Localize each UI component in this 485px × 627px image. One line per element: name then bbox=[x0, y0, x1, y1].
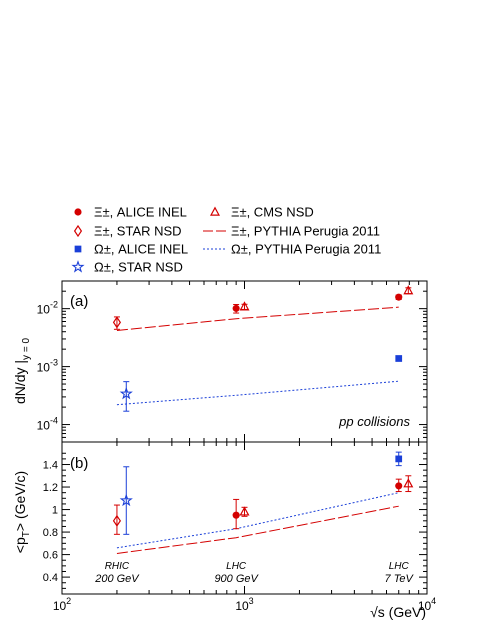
legend-swatch-4 bbox=[74, 245, 82, 253]
energy-label-0-line1: RHIC bbox=[105, 561, 130, 572]
x-tick-label-2: 104 bbox=[418, 596, 436, 613]
panel-a-point-1-0 bbox=[112, 316, 122, 329]
panel-a-point-4-1 bbox=[403, 285, 414, 295]
legend-label-5: Ω±, PYTHIA Perugia 2011 bbox=[231, 242, 381, 257]
panel-a-ytick-label-0: 10-4 bbox=[37, 416, 58, 433]
x-tick-label-1: 103 bbox=[235, 596, 253, 613]
panel-a-ylabel: dN/dy |y = 0 bbox=[12, 338, 32, 405]
energy-label-1-line1: LHC bbox=[226, 561, 247, 572]
panel-a-ylabel-sub: y = 0 bbox=[21, 338, 32, 360]
panel-a-multiplicity: 10-4 10-3 10-2 (a) pp collisions dN/dy |y … bbox=[12, 280, 428, 443]
panel-b-ytick-label-5: 1.4 bbox=[43, 460, 58, 472]
legend-label-6: Ω±, STAR NSD bbox=[94, 260, 183, 275]
legend-label-3: Ξ±, PYTHIA Perugia 2011 bbox=[231, 224, 380, 239]
panel-b-point-2-0 bbox=[395, 455, 403, 463]
panel-b-ytick-label-3: 1 bbox=[52, 505, 58, 517]
panel-b-pythia-curves bbox=[116, 492, 399, 554]
panel-b-ytick-label-0: 0.4 bbox=[43, 572, 58, 584]
panel-b-point-1-0 bbox=[112, 514, 122, 527]
panel-a-point-0-1 bbox=[395, 293, 403, 301]
panel-b-curve-1 bbox=[116, 492, 399, 549]
panel-b-data-points bbox=[112, 451, 414, 535]
panel-a-point-3-0 bbox=[119, 386, 133, 400]
panel-a-annotation: pp collisions bbox=[338, 414, 410, 429]
legend-swatch-2 bbox=[73, 224, 83, 238]
energy-label-2-line1: LHC bbox=[389, 561, 410, 572]
legend-label-4: Ω±, ALICE INEL bbox=[94, 242, 188, 257]
panel-a-pythia-curves bbox=[116, 306, 399, 406]
panel-b-ylabel: <pT> (GeV/c) bbox=[12, 471, 32, 553]
panel-a-ytick-label-2: 10-2 bbox=[37, 300, 58, 317]
energy-label-0-line2: 200 GeV bbox=[94, 573, 140, 585]
panel-b-point-0-1 bbox=[395, 482, 403, 490]
panel-a-point-0-0 bbox=[232, 304, 240, 312]
panel-a-data-points bbox=[112, 285, 414, 412]
panel-a-point-2-0 bbox=[395, 355, 403, 362]
panel-a-label: (a) bbox=[70, 293, 88, 310]
panel-b-ytick-label-2: 0.8 bbox=[43, 527, 58, 539]
panel-b-ticks: 0.4 0.6 0.8 1 1.2 1.4 102 103 104 bbox=[43, 442, 436, 613]
panel-b-ylabel-tail: > (GeV/c) bbox=[12, 471, 28, 531]
panel-b-point-0-0 bbox=[232, 511, 240, 519]
panel-b-ylabel-main: <p bbox=[12, 537, 28, 553]
legend-label-1: Ξ±, CMS NSD bbox=[231, 205, 314, 220]
legend-swatch-1 bbox=[210, 206, 220, 216]
panel-b-ytick-label-1: 0.6 bbox=[43, 550, 58, 562]
legend-swatch-0 bbox=[74, 208, 82, 216]
panel-a-curve-1 bbox=[116, 380, 399, 406]
panel-b-ylabel-sub: T bbox=[21, 531, 32, 537]
x-tick-label-0: 102 bbox=[53, 596, 71, 613]
legend: Ξ±, ALICE INEL Ξ±, CMS NSD Ξ±, STAR NSD Ξ±,… bbox=[71, 205, 381, 275]
x-axis-label: √s (GeV) bbox=[370, 604, 426, 620]
legend-swatch-6 bbox=[71, 260, 85, 273]
panel-a-point-4-0 bbox=[239, 301, 250, 311]
legend-label-2: Ξ±, STAR NSD bbox=[94, 224, 182, 239]
panel-b-point-3-0 bbox=[119, 493, 133, 507]
panel-a-curve-0 bbox=[116, 306, 399, 331]
panel-a-ylabel-main: dN/dy | bbox=[12, 360, 28, 404]
panel-a-ytick-label-1: 10-3 bbox=[37, 358, 58, 375]
energy-label-1-line2: 900 GeV bbox=[214, 573, 259, 585]
panel-b-point-4-1 bbox=[403, 478, 414, 488]
panel-b-ytick-label-4: 1.2 bbox=[43, 482, 58, 494]
panel-b-curve-0 bbox=[116, 505, 399, 554]
legend-label-0: Ξ±, ALICE INEL bbox=[94, 205, 187, 220]
panel-b-label: (b) bbox=[70, 455, 88, 472]
panel-a-ticks: 10-4 10-3 10-2 bbox=[37, 280, 427, 443]
panel-b-point-4-0 bbox=[239, 506, 250, 516]
energy-label-2-line2: 7 TeV bbox=[385, 573, 415, 585]
